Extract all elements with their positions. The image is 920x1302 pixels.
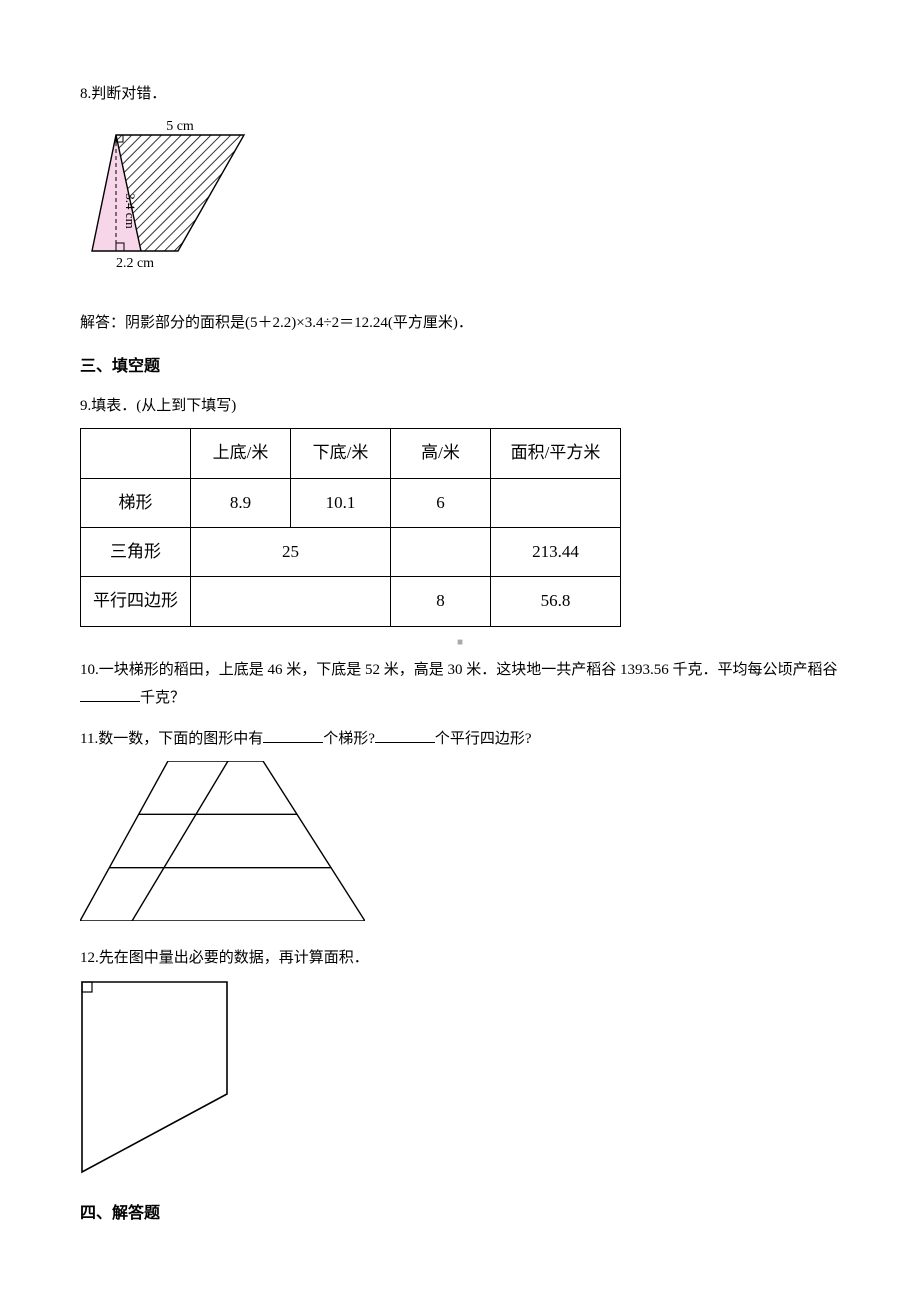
svg-text:3.4 cm: 3.4 cm	[123, 193, 138, 228]
q9-table: 上底/米下底/米高/米面积/平方米梯形8.910.16三角形25213.44平行…	[80, 428, 621, 626]
q11-blank-1	[263, 728, 323, 743]
section-solve-title: 四、解答题	[80, 1199, 840, 1229]
section-fill-title: 三、填空题	[80, 352, 840, 382]
table-row: 平行四边形856.8	[81, 577, 621, 626]
table-header-cell: 下底/米	[291, 429, 391, 478]
svg-text:2.2 cm: 2.2 cm	[116, 256, 154, 271]
q11-suffix: 个平行四边形?	[435, 731, 532, 747]
q10-blank	[80, 687, 140, 702]
q10: 10.一块梯形的稻田，上底是 46 米，下底是 52 米，高是 30 米．这块地…	[80, 656, 840, 713]
q12-label: 12.先在图中量出必要的数据，再计算面积．	[80, 944, 840, 973]
q10-suffix: 千克？	[140, 690, 185, 706]
table-header-cell: 高/米	[391, 429, 491, 478]
q10-prefix: 10.一块梯形的稻田，上底是 46 米，下底是 52 米，高是 30 米．这块地…	[80, 662, 838, 678]
page-marker: ■	[80, 633, 840, 652]
q12-figure	[80, 980, 840, 1185]
q11-mid: 个梯形?	[323, 731, 375, 747]
q8-figure: 5 cm 2.2 cm 3.4 cm	[80, 117, 840, 298]
q8-label: 8.判断对错．	[80, 80, 840, 109]
q11-figure	[80, 761, 840, 932]
table-header-cell	[81, 429, 191, 478]
q11-blank-2	[375, 728, 435, 743]
q11-text: 11.数一数，下面的图形中有 个梯形? 个平行四边形?	[80, 725, 840, 754]
svg-text:5 cm: 5 cm	[166, 119, 194, 134]
table-header-cell: 上底/米	[191, 429, 291, 478]
q11-prefix: 11.数一数，下面的图形中有	[80, 731, 263, 747]
table-header-cell: 面积/平方米	[491, 429, 621, 478]
q9-label: 9.填表．(从上到下填写)	[80, 392, 840, 421]
table-row: 三角形25213.44	[81, 527, 621, 576]
q8-answer: 解答：阴影部分的面积是(5＋2.2)×3.4÷2＝12.24(平方厘米)．	[80, 309, 840, 338]
table-row: 梯形8.910.16	[81, 478, 621, 527]
